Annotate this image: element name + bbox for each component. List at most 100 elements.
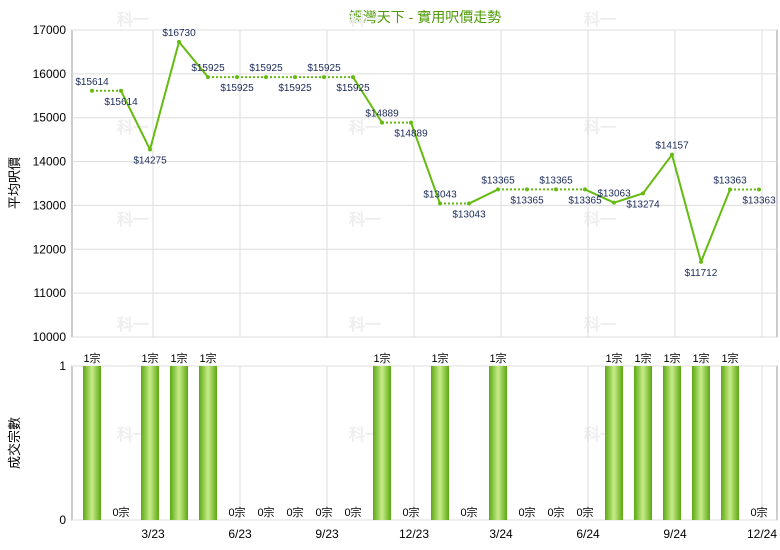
volume-bar bbox=[721, 366, 739, 520]
watermark-text: 科一 bbox=[584, 210, 616, 229]
price-point bbox=[264, 75, 268, 80]
price-data-label: $13043 bbox=[423, 190, 457, 201]
price-point bbox=[293, 75, 297, 80]
x-tick-label: 12/24 bbox=[747, 527, 777, 541]
price-data-label: $13043 bbox=[452, 210, 486, 221]
volume-data-label: 1宗 bbox=[605, 351, 622, 365]
price-line-segment bbox=[671, 154, 702, 263]
volume-bar bbox=[141, 366, 159, 520]
price-data-label: $11712 bbox=[685, 268, 718, 279]
volume-data-label: 0宗 bbox=[228, 505, 245, 519]
price-y-tick-label: 17000 bbox=[33, 23, 67, 37]
price-point bbox=[322, 75, 326, 80]
price-data-label: $13365 bbox=[481, 175, 515, 186]
label-layer: 1宗 0宗 1宗 1宗 1宗 0宗 0宗 0宗 0宗 0宗 1宗 0宗 1宗 0宗 1宗 0宗 0宗 0宗 1宗 1宗… bbox=[75, 28, 776, 519]
price-y-tick-label: 10000 bbox=[33, 330, 67, 344]
volume-bar bbox=[692, 366, 710, 520]
price-line-segment bbox=[468, 188, 499, 205]
watermark-text: 科一 bbox=[117, 10, 149, 29]
price-line-segment bbox=[700, 189, 731, 263]
price-point bbox=[467, 201, 471, 206]
price-data-label: $13063 bbox=[597, 189, 631, 200]
price-data-label: $15925 bbox=[278, 83, 312, 94]
watermark-text: 科一 bbox=[584, 118, 616, 137]
price-point bbox=[235, 75, 239, 80]
price-line-segment bbox=[410, 122, 441, 204]
volume-data-label: 1宗 bbox=[141, 351, 158, 365]
price-line-segment bbox=[178, 41, 209, 78]
price-data-label: $15925 bbox=[307, 63, 341, 74]
volume-data-label: 1宗 bbox=[721, 351, 738, 365]
volume-data-label: 0宗 bbox=[344, 505, 361, 519]
volume-data-label: 1宗 bbox=[663, 351, 680, 365]
price-point bbox=[670, 152, 674, 157]
price-point bbox=[757, 187, 761, 192]
volume-bar bbox=[170, 366, 188, 520]
volume-y-axis-label: 成交宗數 bbox=[7, 417, 22, 469]
volume-data-label: 0宗 bbox=[460, 505, 477, 519]
price-line-segment bbox=[613, 192, 644, 204]
volume-data-label: 1宗 bbox=[170, 351, 187, 365]
volume-bar bbox=[373, 366, 391, 520]
watermark-text: 科一 bbox=[117, 315, 149, 334]
volume-bar bbox=[605, 366, 623, 520]
volume-data-label: 1宗 bbox=[692, 351, 709, 365]
price-point bbox=[554, 187, 558, 192]
volume-bar bbox=[634, 366, 652, 520]
price-data-label: $14157 bbox=[655, 141, 689, 152]
price-data-label: $15925 bbox=[220, 83, 254, 94]
volume-bar bbox=[431, 366, 449, 520]
volume-data-label: 0宗 bbox=[518, 505, 535, 519]
x-tick-label: 3/24 bbox=[489, 527, 513, 541]
volume-data-label: 1宗 bbox=[373, 351, 390, 365]
price-line-segment bbox=[584, 188, 615, 204]
volume-data-label: 0宗 bbox=[257, 505, 274, 519]
watermark-text: 科一 bbox=[584, 10, 616, 29]
volume-bar bbox=[83, 366, 101, 520]
price-y-tick-label: 12000 bbox=[33, 242, 67, 256]
price-y-tick-label: 16000 bbox=[33, 67, 67, 81]
price-point bbox=[380, 120, 384, 125]
volume-data-label: 0宗 bbox=[547, 505, 564, 519]
volume-data-label: 1宗 bbox=[431, 351, 448, 365]
volume-data-label: 0宗 bbox=[576, 505, 593, 519]
price-y-tick-label: 13000 bbox=[33, 198, 67, 212]
price-y-tick-label: 14000 bbox=[33, 155, 67, 169]
volume-data-label: 0宗 bbox=[112, 505, 129, 519]
price-plot-frame bbox=[71, 29, 778, 338]
line-layer bbox=[90, 39, 761, 264]
volume-data-label: 0宗 bbox=[750, 505, 767, 519]
price-data-label: $15614 bbox=[104, 97, 138, 108]
price-data-label: $14889 bbox=[394, 129, 428, 140]
volume-data-label: 1宗 bbox=[489, 351, 506, 365]
watermark-text: 科一 bbox=[584, 315, 616, 334]
volume-data-label: 1宗 bbox=[199, 351, 216, 365]
price-y-axis-label: 平均呎價 bbox=[7, 157, 22, 209]
price-point bbox=[496, 187, 500, 192]
price-point bbox=[438, 201, 442, 206]
price-line-segment bbox=[352, 76, 383, 124]
price-point bbox=[728, 187, 732, 192]
price-point bbox=[641, 191, 645, 196]
price-data-label: $15614 bbox=[75, 77, 109, 88]
x-tick-label: 3/23 bbox=[141, 527, 165, 541]
watermark-text: 科一 bbox=[117, 118, 149, 137]
x-tick-label: 6/23 bbox=[228, 527, 252, 541]
bar-layer bbox=[83, 366, 739, 520]
price-line-segment bbox=[120, 90, 151, 150]
price-data-label: $13365 bbox=[539, 175, 573, 186]
price-point bbox=[177, 39, 181, 44]
volume-data-label: 0宗 bbox=[402, 505, 419, 519]
price-data-label: $15925 bbox=[191, 63, 225, 74]
price-data-label: $15925 bbox=[336, 83, 370, 94]
x-tick-label: 9/23 bbox=[315, 527, 339, 541]
price-data-label: $15925 bbox=[249, 63, 283, 74]
volume-data-label: 0宗 bbox=[315, 505, 332, 519]
price-point bbox=[612, 200, 616, 205]
price-point bbox=[583, 187, 587, 192]
volume-y-tick-label: 0 bbox=[59, 513, 66, 527]
price-point bbox=[525, 187, 529, 192]
price-point bbox=[206, 75, 210, 80]
